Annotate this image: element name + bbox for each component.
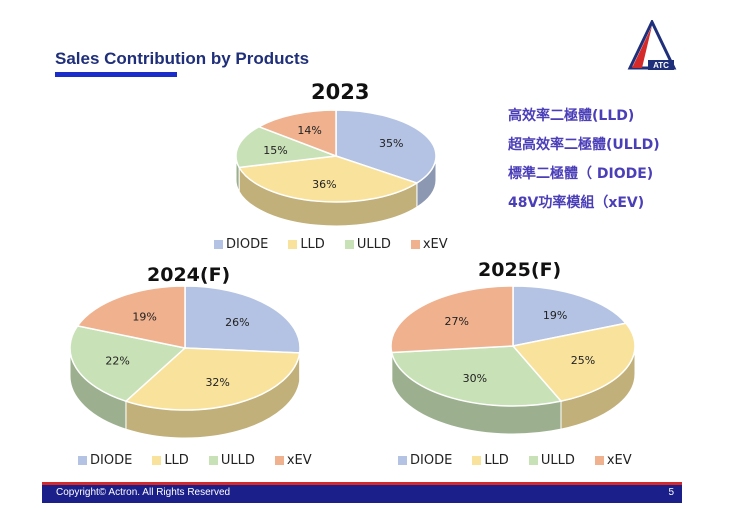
copyright-text: Copyright© Actron. All Rights Reserved <box>56 487 231 498</box>
legend-entry-ULLD: ULLD <box>528 453 575 468</box>
legend-2025: DIODE LLD ULLD xEV <box>398 453 632 468</box>
pie-label-2023-DIODE: 35% <box>379 137 403 150</box>
footer-bar: Copyright© Actron. All Rights Reserved 5 <box>42 482 682 503</box>
pie-slice-2024(F)-DIODE <box>184 285 301 354</box>
pie-slice-2023-xEV <box>257 109 337 158</box>
chart-title-2023: 2023 <box>311 80 370 104</box>
legend-swatch-xEV <box>274 456 284 465</box>
pie-label-2024(F)-xEV: 19% <box>132 310 156 323</box>
legend-entry-DIODE: DIODE <box>214 237 268 252</box>
legend-label-DIODE: DIODE <box>226 237 269 252</box>
pie-label-2023-xEV: 14% <box>297 124 321 137</box>
note-xev: 48V功率模組（xEV) <box>508 195 645 211</box>
pie-slice-2023-DIODE <box>335 109 437 184</box>
legend-entry-DIODE: DIODE <box>398 453 452 468</box>
legend-2023: DIODE LLD ULLD xEV <box>214 237 448 252</box>
slide-title: Sales Contribution by Products <box>55 49 310 68</box>
legend-entry-xEV: xEV <box>274 453 312 468</box>
legend-entry-xEV: xEV <box>410 237 448 252</box>
chart-title-2024: 2024(F) <box>147 264 231 286</box>
note-ulld: 超高效率二極體(ULLD) <box>508 137 660 153</box>
legend-label-xEV: xEV <box>422 237 448 252</box>
chart-title-2025: 2025(F) <box>478 259 562 281</box>
legend-swatch-ULLD <box>528 456 538 465</box>
legend-label-xEV: xEV <box>286 453 312 468</box>
pie-slice-2025(F)-ULLD <box>390 345 563 407</box>
legend-2024: DIODE LLD ULLD xEV <box>78 453 312 468</box>
legend-swatch-ULLD <box>344 240 354 249</box>
legend-swatch-LLD <box>288 240 298 249</box>
legend-swatch-xEV <box>594 456 604 465</box>
pie-label-2024(F)-ULLD: 22% <box>105 355 129 368</box>
legend-swatch-DIODE <box>78 456 87 465</box>
legend-label-ULLD: ULLD <box>356 237 391 252</box>
pie-slice-2024(F)-LLD <box>124 347 301 411</box>
legend-entry-ULLD: ULLD <box>344 237 391 252</box>
legend-label-LLD: LLD <box>164 453 189 468</box>
legend-label-DIODE: DIODE <box>90 453 133 468</box>
pie-label-2025(F)-xEV: 27% <box>444 315 468 328</box>
actron-logo: ATC <box>627 20 677 70</box>
pie-slice-2024(F)-xEV <box>76 285 186 349</box>
pie-slice-2025(F)-xEV <box>390 285 514 354</box>
legend-entry-LLD: LLD <box>472 453 509 468</box>
pie-label-2023-LLD: 36% <box>312 178 336 191</box>
title-underline <box>55 72 177 77</box>
pie-slice-2023-ULLD <box>235 125 337 169</box>
note-diode: 標準二極體（ DIODE) <box>508 166 654 182</box>
pie-label-2024(F)-LLD: 32% <box>205 376 229 389</box>
pie-slice-2024(F)-ULLD <box>69 325 187 403</box>
legend-entry-xEV: xEV <box>594 453 632 468</box>
legend-entry-LLD: LLD <box>152 453 189 468</box>
legend-label-DIODE: DIODE <box>410 453 453 468</box>
legend-swatch-ULLD <box>208 456 218 465</box>
pie-label-2024(F)-DIODE: 26% <box>225 316 249 329</box>
pie-label-2023-ULLD: 15% <box>263 144 287 157</box>
legend-swatch-xEV <box>410 240 420 249</box>
legend-label-ULLD: ULLD <box>220 453 255 468</box>
legend-swatch-LLD <box>152 456 162 465</box>
legend-entry-DIODE: DIODE <box>78 453 132 468</box>
pie-label-2025(F)-ULLD: 30% <box>463 372 487 385</box>
pie-slice-2025(F)-DIODE <box>512 285 628 347</box>
logo-text: ATC <box>653 61 669 70</box>
page-number: 5 <box>668 487 674 498</box>
pie-label-2025(F)-LLD: 25% <box>571 354 595 367</box>
pie-slice-2023-LLD <box>237 155 419 203</box>
legend-entry-ULLD: ULLD <box>208 453 255 468</box>
legend-label-LLD: LLD <box>300 237 325 252</box>
legend-swatch-DIODE <box>398 456 407 465</box>
legend-label-xEV: xEV <box>606 453 632 468</box>
legend-swatch-DIODE <box>214 240 223 249</box>
legend-entry-LLD: LLD <box>288 237 325 252</box>
legend-label-LLD: LLD <box>484 453 509 468</box>
pie-label-2025(F)-DIODE: 19% <box>543 309 567 322</box>
legend-swatch-LLD <box>472 456 482 465</box>
legend-label-ULLD: ULLD <box>540 453 575 468</box>
note-lld: 高效率二極體(LLD) <box>508 108 635 124</box>
pie-slice-2025(F)-LLD <box>511 322 636 402</box>
